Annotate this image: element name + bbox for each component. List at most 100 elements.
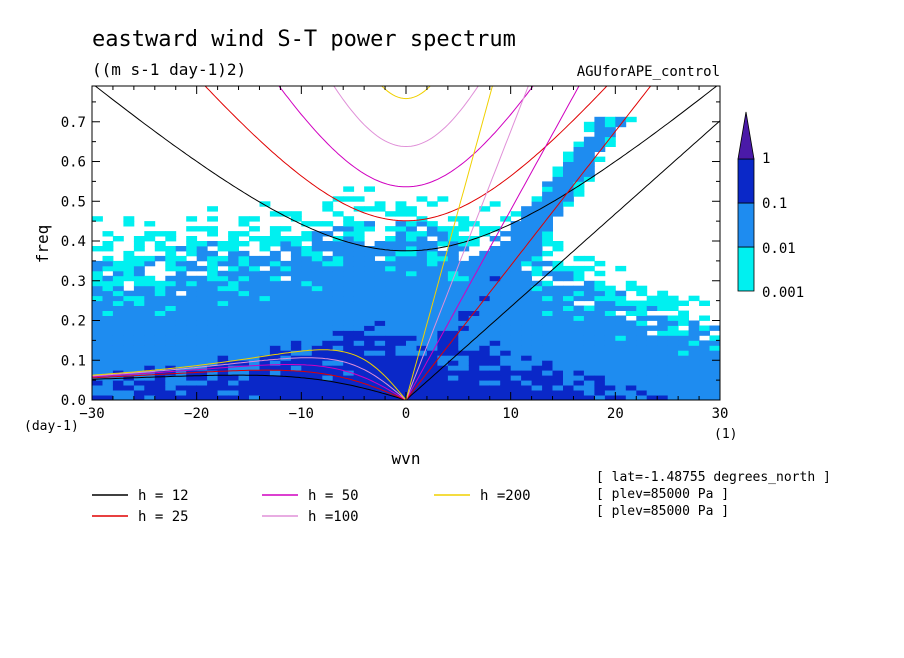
spectrum-cell: [249, 305, 260, 311]
spectrum-cell: [542, 345, 553, 351]
spectrum-cell: [364, 285, 375, 292]
spectrum-cell: [144, 300, 156, 306]
spectrum-cell: [678, 335, 689, 341]
spectrum-cell: [102, 300, 114, 306]
spectrum-cell: [615, 385, 627, 391]
spectrum-cell: [447, 231, 459, 237]
spectrum-cell: [228, 320, 239, 326]
spectrum-cell: [238, 330, 250, 336]
spectrum-cell: [196, 265, 208, 272]
spectrum-cell: [207, 270, 218, 277]
spectrum-cell: [594, 385, 606, 391]
legend-label: h = 50: [308, 488, 359, 504]
spectrum-cell: [217, 345, 229, 351]
spectrum-cell: [531, 216, 543, 222]
spectrum-cell: [447, 345, 459, 351]
spectrum-cell: [154, 370, 166, 376]
spectrum-cell: [542, 330, 553, 336]
spectrum-cell: [301, 395, 313, 400]
spectrum-cell: [290, 280, 302, 287]
spectrum-cell: [552, 390, 564, 396]
spectrum-cell: [657, 295, 669, 302]
spectrum-cell: [573, 255, 585, 262]
spectrum-cell: [479, 395, 491, 400]
spectrum-cell: [625, 390, 637, 396]
spectrum-cell: [447, 385, 459, 391]
spectrum-cell: [165, 365, 177, 371]
spectrum-cell: [406, 305, 417, 311]
spectrum-cell: [353, 241, 365, 247]
spectrum-cell: [583, 141, 595, 147]
spectrum-cell: [322, 241, 334, 247]
spectrum-cell: [510, 370, 522, 376]
spectrum-cell: [542, 355, 553, 361]
spectrum-cell: [217, 310, 229, 316]
spectrum-cell: [416, 290, 428, 297]
spectrum-cell: [144, 330, 156, 336]
spectrum-cell: [447, 325, 459, 331]
spectrum-cell: [489, 350, 501, 356]
spectrum-cell: [207, 241, 218, 247]
spectrum-cell: [280, 385, 292, 391]
spectrum-cell: [228, 360, 239, 366]
spectrum-cell: [228, 395, 239, 400]
spectrum-cell: [269, 335, 281, 341]
spectrum-cell: [510, 300, 522, 306]
spectrum-cell: [699, 345, 710, 351]
spectrum-cell: [207, 280, 218, 287]
spectrum-cell: [615, 300, 627, 306]
colorbar-label: 0.1: [762, 196, 787, 212]
spectrum-cell: [625, 385, 637, 391]
spectrum-cell: [228, 365, 239, 371]
spectrum-cell: [154, 305, 166, 311]
spectrum-cell: [353, 305, 365, 311]
spectrum-cell: [165, 236, 177, 242]
spectrum-cell: [301, 390, 313, 396]
spectrum-cell: [102, 355, 114, 361]
y-tick-label: 0.1: [61, 353, 86, 369]
spectrum-cell: [322, 260, 334, 267]
spectrum-cell: [395, 206, 407, 212]
spectrum-cell: [500, 255, 512, 262]
spectrum-cell: [531, 265, 543, 272]
spectrum-cell: [667, 355, 679, 361]
spectrum-cell: [426, 250, 438, 257]
spectrum-cell: [542, 370, 553, 376]
spectrum-cell: [479, 280, 491, 287]
spectrum-cell: [259, 305, 271, 311]
spectrum-cell: [437, 365, 449, 371]
spectrum-cell: [646, 395, 658, 400]
spectrum-cell: [458, 340, 470, 346]
spectrum-cell: [406, 285, 417, 292]
spectrum-cell: [406, 221, 417, 227]
spectrum-cell: [667, 370, 679, 376]
spectrum-cell: [112, 340, 124, 346]
spectrum-cell: [207, 390, 218, 396]
spectrum-cell: [583, 310, 595, 316]
spectrum-cell: [280, 246, 292, 252]
spectrum-cell: [395, 340, 407, 346]
spectrum-cell: [521, 325, 532, 331]
spectrum-cell: [416, 265, 428, 272]
spectrum-cell: [353, 250, 365, 257]
spectrum-cell: [447, 330, 459, 336]
spectrum-cell: [447, 255, 459, 262]
spectrum-cell: [479, 390, 491, 396]
spectrum-cell: [573, 176, 585, 182]
spectrum-cell: [479, 365, 491, 371]
spectrum-cell: [447, 246, 459, 252]
spectrum-cell: [343, 265, 355, 272]
spectrum-cell: [280, 345, 292, 351]
spectrum-cell: [625, 325, 637, 331]
spectrum-cell: [144, 221, 156, 227]
spectrum-cell: [364, 265, 375, 272]
spectrum-cell: [552, 335, 564, 341]
spectrum-cell: [521, 395, 532, 400]
spectrum-cell: [249, 275, 260, 282]
spectrum-cell: [353, 350, 365, 356]
spectrum-cell: [238, 231, 250, 237]
spectrum-cell: [144, 340, 156, 346]
spectrum-cell: [280, 265, 292, 272]
spectrum-cell: [123, 365, 135, 371]
spectrum-cell: [406, 310, 417, 316]
